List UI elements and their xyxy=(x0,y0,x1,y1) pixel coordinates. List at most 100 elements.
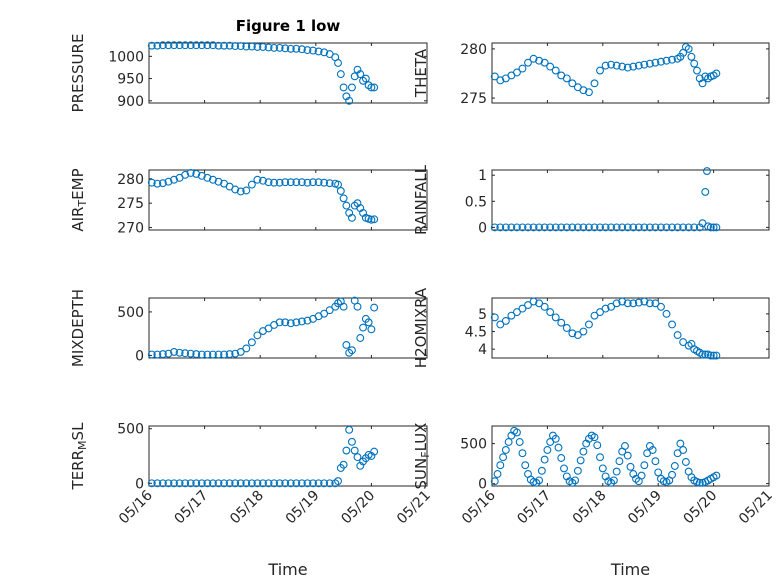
data-point xyxy=(651,223,660,232)
data-point xyxy=(147,178,156,187)
y-axis-label: RAINFALL xyxy=(412,164,430,235)
data-point xyxy=(236,479,245,488)
data-point xyxy=(706,223,715,232)
data-point xyxy=(334,180,342,189)
data-point xyxy=(158,479,167,488)
y-axis-label: TERRMSL xyxy=(69,422,89,491)
x-axis-label: Time xyxy=(610,560,650,579)
y-axis-label: SUNFLUX xyxy=(412,423,432,490)
y-tick-label: 4.5 xyxy=(465,325,487,341)
data-point xyxy=(618,297,627,306)
data-point xyxy=(214,479,223,488)
x-tick-label: 05/17 xyxy=(514,488,554,528)
data-point xyxy=(203,479,212,488)
data-point xyxy=(573,331,582,340)
data-point xyxy=(197,479,206,488)
data-point xyxy=(236,42,245,51)
axes-frame xyxy=(148,42,428,104)
data-point xyxy=(356,334,365,342)
data-point xyxy=(242,42,251,51)
data-point xyxy=(535,56,544,65)
data-point xyxy=(339,302,348,311)
data-point xyxy=(286,44,295,53)
data-point xyxy=(220,41,229,50)
y-axis-label: PRESSURE xyxy=(69,34,87,113)
data-point xyxy=(568,79,577,88)
data-point xyxy=(496,223,505,232)
data-point xyxy=(175,348,184,357)
data-point xyxy=(501,446,510,454)
data-point xyxy=(579,327,588,336)
data-point xyxy=(253,479,262,488)
data-point xyxy=(618,62,627,71)
data-point xyxy=(347,213,356,222)
data-point xyxy=(645,299,654,308)
data-point xyxy=(350,446,359,455)
data-point xyxy=(651,457,660,466)
data-point xyxy=(557,454,566,462)
data-point xyxy=(690,59,699,68)
data-point xyxy=(560,464,568,473)
data-point xyxy=(579,223,588,232)
data-point xyxy=(281,318,290,327)
data-point xyxy=(170,479,178,488)
data-point xyxy=(281,44,290,53)
data-point xyxy=(562,74,571,83)
data-point xyxy=(529,223,538,232)
data-point xyxy=(214,177,223,186)
data-point xyxy=(524,58,532,67)
data-point xyxy=(164,479,173,488)
axes-top-right: 275 280 THETA xyxy=(412,42,770,107)
axes-frame xyxy=(491,42,770,104)
data-point xyxy=(320,48,329,57)
data-point xyxy=(208,479,217,488)
data-point xyxy=(501,223,510,232)
data-point xyxy=(353,453,362,462)
data-point xyxy=(712,471,721,480)
data-point xyxy=(596,308,604,317)
data-point xyxy=(170,175,178,184)
data-point xyxy=(181,170,190,179)
data-point xyxy=(490,477,499,486)
data-point xyxy=(623,63,632,72)
data-point xyxy=(314,47,323,56)
data-point xyxy=(264,178,273,187)
data-point xyxy=(676,439,685,448)
data-point xyxy=(640,60,649,69)
data-point xyxy=(309,479,317,488)
data-point xyxy=(712,223,721,232)
y-tick-label: 1000 xyxy=(108,49,144,65)
y-tick-label: 280 xyxy=(117,172,144,188)
data-point xyxy=(342,341,351,349)
y-tick-label: 270 xyxy=(117,221,144,237)
data-point xyxy=(524,223,532,232)
data-point xyxy=(297,45,306,54)
data-point xyxy=(662,223,671,232)
x-tick-label: 05/20 xyxy=(338,488,378,528)
data-point xyxy=(712,351,721,360)
data-point xyxy=(626,462,635,471)
data-point xyxy=(701,187,710,196)
y-tick-label: 0 xyxy=(135,476,144,492)
data-point xyxy=(164,41,173,50)
data-point xyxy=(623,299,632,308)
data-point xyxy=(529,54,538,63)
x-tick-label: 05/16 xyxy=(116,487,156,527)
x-tick-label: 05/16 xyxy=(459,487,499,527)
data-point xyxy=(703,167,711,175)
data-point xyxy=(336,70,345,79)
data-point xyxy=(546,308,555,317)
data-point xyxy=(662,309,671,318)
data-point xyxy=(242,344,251,353)
data-point xyxy=(640,223,649,232)
data-point xyxy=(645,442,654,450)
data-point xyxy=(236,187,245,196)
data-point xyxy=(648,446,657,454)
data-point xyxy=(535,476,544,485)
axes-bottom-left: 0 500 05/16 05/17 05/18 05/19 05/20 05/21 TERRMS… xyxy=(69,422,434,579)
data-point xyxy=(537,466,546,475)
data-point xyxy=(543,446,552,454)
data-point xyxy=(370,447,379,456)
data-point xyxy=(712,69,721,78)
data-point xyxy=(590,433,599,442)
